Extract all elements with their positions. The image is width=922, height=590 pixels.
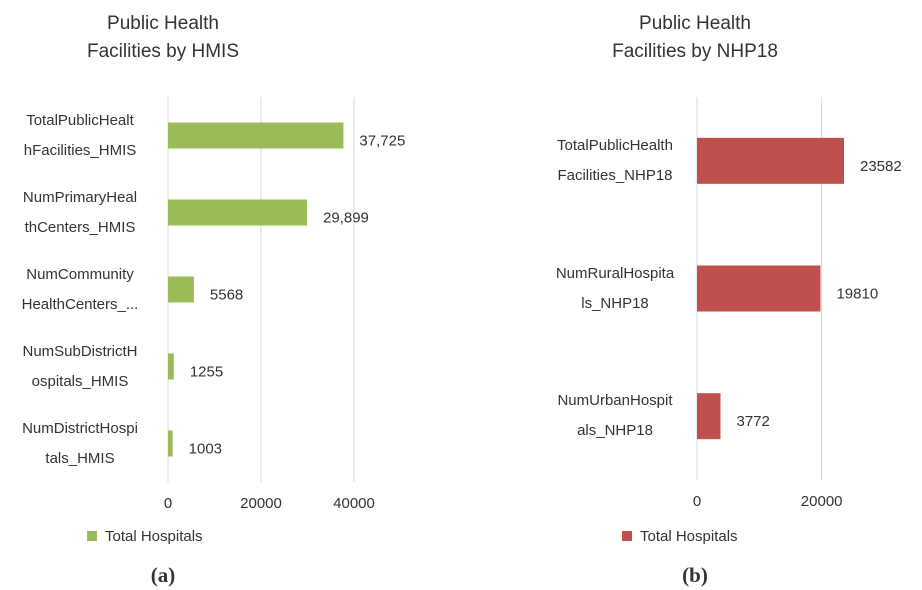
y-tick-label: NumCommunity HealthCenters_... xyxy=(21,265,139,313)
bar xyxy=(168,430,173,457)
y-tick-label: NumSubDistrictH ospitals_HMIS xyxy=(22,342,138,390)
chart-title: Public Health Facilities by HMIS xyxy=(86,13,240,62)
bar xyxy=(168,353,174,380)
data-label: 19810 xyxy=(836,285,878,302)
bar xyxy=(168,122,344,149)
data-label: 1255 xyxy=(190,363,223,380)
y-tick-label: NumDistrictHospi tals_HMIS xyxy=(22,419,138,467)
x-tick-label: 40000 xyxy=(333,495,375,512)
legend-label: Total Hospitals xyxy=(640,528,738,545)
x-tick-label: 0 xyxy=(693,493,701,510)
bar xyxy=(168,276,194,303)
legend-swatch xyxy=(87,531,97,541)
data-label: 5568 xyxy=(210,286,243,303)
x-tick-label: 0 xyxy=(164,495,172,512)
bar xyxy=(697,393,721,440)
data-label: 23582 xyxy=(860,158,902,175)
y-tick-label: NumRuralHospita ls_NHP18 xyxy=(555,264,675,312)
chart-title: Public Health Facilities by NHP18 xyxy=(612,13,778,62)
data-label: 29,899 xyxy=(323,209,369,226)
caption: (a) xyxy=(150,563,176,587)
bar xyxy=(697,137,844,184)
x-tick-label: 20000 xyxy=(801,493,843,510)
bar xyxy=(168,199,308,226)
x-tick-label: 20000 xyxy=(240,495,282,512)
y-tick-label: TotalPublicHealt hFacilities_HMIS xyxy=(23,111,137,159)
legend-swatch xyxy=(622,531,632,541)
caption: (b) xyxy=(682,563,708,587)
data-label: 1003 xyxy=(189,440,222,457)
y-tick-label: TotalPublicHealth Facilities_NHP18 xyxy=(557,136,673,184)
data-label: 37,725 xyxy=(359,132,405,149)
legend-label: Total Hospitals xyxy=(105,528,203,545)
data-label: 3772 xyxy=(737,413,770,430)
y-tick-label: NumUrbanHospit als_NHP18 xyxy=(557,392,673,440)
bar xyxy=(697,265,821,312)
y-tick-label: NumPrimaryHeal thCenters_HMIS xyxy=(22,188,138,236)
